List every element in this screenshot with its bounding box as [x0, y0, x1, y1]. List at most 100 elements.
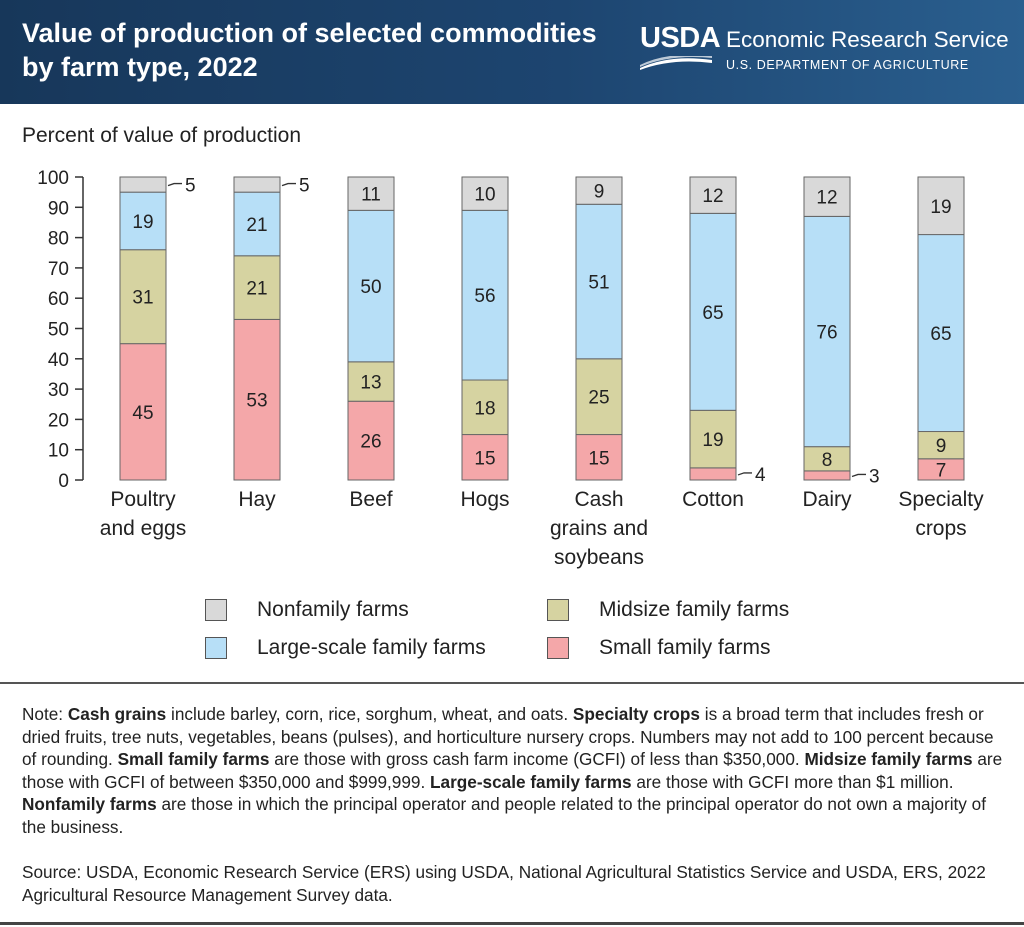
- data-label-5-3: 12: [702, 186, 723, 207]
- bar-segment-6-1: [803, 446, 851, 472]
- legend-swatch-large-scale: [205, 637, 227, 659]
- legend-item-small: Small family farms: [547, 636, 771, 660]
- data-label-2-0: 26: [360, 432, 381, 453]
- data-label-3-3: 10: [474, 185, 495, 206]
- data-label-0-3: 5: [185, 176, 196, 197]
- x-tick-label-4-2: soybeans: [554, 546, 644, 569]
- bar-segment-5-3: [689, 176, 737, 214]
- x-tick-label-0-1: and eggs: [100, 517, 186, 540]
- bar-segment-5-0: [689, 467, 737, 481]
- leader-line-0-3: [167, 182, 182, 187]
- bar-segment-5-2: [689, 212, 737, 411]
- legend-item-large-scale: Large-scale family farms: [205, 636, 486, 660]
- bar-segment-6-2: [803, 215, 851, 448]
- data-label-3-1: 18: [474, 398, 495, 419]
- data-label-7-1: 9: [936, 436, 947, 457]
- data-label-4-0: 15: [588, 448, 609, 469]
- data-label-2-2: 50: [360, 277, 381, 298]
- y-tick-label-70: 70: [48, 259, 69, 280]
- note-text-small: are those with gross cash farm income (G…: [269, 749, 805, 770]
- note-term-large: Large-scale family farms: [430, 771, 632, 792]
- x-tick-label-4-0: Cash: [574, 488, 623, 511]
- y-tick-label-80: 80: [48, 229, 69, 250]
- chart-source: Source: USDA, Economic Research Service …: [22, 862, 986, 905]
- x-tick-label-1-0: Hay: [238, 488, 276, 511]
- y-tick-label-0: 0: [58, 471, 69, 492]
- legend-label-midsize: Midsize family farms: [599, 598, 790, 621]
- data-label-1-0: 53: [246, 391, 267, 412]
- data-label-6-2: 76: [816, 323, 837, 344]
- legend-label-nonfamily: Nonfamily farms: [257, 598, 409, 621]
- bar-segment-4-1: [575, 358, 623, 436]
- data-label-4-2: 51: [588, 273, 609, 294]
- y-tick-label-50: 50: [48, 320, 69, 341]
- note-text-midsize: are those with GCFI of between $350,000 …: [22, 749, 1003, 792]
- chart-note: Note: Cash grains include barley, corn, …: [22, 703, 1012, 839]
- legend-swatch-nonfamily: [205, 599, 227, 621]
- legend-swatch-midsize: [547, 599, 569, 621]
- bar-segment-3-3: [461, 176, 509, 211]
- bar-segment-7-3: [917, 176, 965, 236]
- x-tick-label-3-0: Hogs: [460, 488, 509, 511]
- bar-segment-4-3: [575, 176, 623, 205]
- note-term-specialty: Specialty crops: [572, 704, 700, 724]
- leader-line-5-0: [737, 472, 752, 476]
- data-label-6-0: 3: [869, 466, 880, 487]
- bar-segment-7-2: [917, 234, 965, 433]
- bar-segment-2-0: [347, 400, 395, 481]
- bar-segment-6-3: [803, 176, 851, 217]
- data-label-2-1: 13: [360, 373, 381, 394]
- usda-logo-text: USDA: [640, 22, 721, 54]
- bar-segment-0-0: [119, 343, 167, 481]
- x-tick-label-2-0: Beef: [349, 488, 392, 511]
- bar-segment-1-1: [233, 255, 281, 320]
- note-text-cash-grains: include barley, corn, rice, sorghum, whe…: [166, 704, 573, 724]
- data-label-3-0: 15: [474, 448, 495, 469]
- y-tick-label-100: 100: [37, 168, 69, 189]
- bar-segment-1-3: [233, 176, 281, 193]
- bar-segment-4-0: [575, 434, 623, 481]
- x-tick-label-6-0: Dairy: [802, 488, 852, 511]
- header-banner: Value of production of selected commodit…: [0, 0, 1024, 104]
- data-label-7-2: 65: [930, 324, 951, 345]
- y-axis-label: Percent of value of production: [22, 124, 302, 147]
- bar-segment-3-0: [461, 434, 509, 481]
- legend-label-large-scale: Large-scale family farms: [257, 636, 486, 659]
- leader-line-1-3: [281, 182, 296, 187]
- bar-segment-6-0: [803, 470, 851, 481]
- data-label-4-3: 9: [594, 182, 605, 203]
- note-term-nonfamily: Nonfamily farms: [22, 794, 157, 815]
- data-label-2-3: 11: [361, 185, 381, 206]
- bar-segment-3-1: [461, 379, 509, 436]
- data-label-7-3: 19: [930, 197, 951, 218]
- bar-segment-5-1: [689, 409, 737, 469]
- y-tick-label-40: 40: [48, 350, 69, 371]
- bar-segment-2-1: [347, 361, 395, 402]
- note-text-specialty: is a broad term that includes fresh or d…: [22, 704, 994, 770]
- bar-segment-3-2: [461, 209, 509, 381]
- bar-segment-2-3: [347, 176, 395, 211]
- data-label-3-2: 56: [474, 286, 495, 307]
- x-tick-label-7-1: crops: [915, 517, 966, 540]
- title-line-1: Value of production of selected commodit…: [22, 18, 597, 48]
- data-label-6-3: 12: [816, 188, 837, 209]
- x-tick-label-5-0: Cotton: [682, 488, 744, 511]
- bar-segment-7-1: [917, 431, 965, 460]
- legend-item-midsize: Midsize family farms: [547, 598, 789, 622]
- note-text-large: are those with GCFI more than $1 million…: [631, 771, 954, 792]
- y-tick-label-30: 30: [48, 380, 69, 401]
- agency-name: Economic Research Service: [726, 27, 1009, 52]
- data-label-1-2: 21: [246, 215, 267, 236]
- note-prefix: Note:: [22, 704, 68, 724]
- data-label-7-0: 7: [936, 460, 947, 481]
- usda-swoosh-icon: [640, 56, 712, 70]
- data-label-0-0: 45: [132, 403, 153, 424]
- stacked-bar-chart: 01020304050607080901004531195Poultryand …: [37, 168, 984, 569]
- x-tick-label-4-1: grains and: [550, 517, 648, 540]
- bar-segment-4-2: [575, 203, 623, 360]
- note-text-nonfamily: are those in which the principal operato…: [22, 794, 986, 837]
- note-term-midsize: Midsize family farms: [804, 749, 973, 770]
- y-tick-label-90: 90: [48, 198, 69, 219]
- y-tick-label-20: 20: [48, 410, 69, 431]
- legend: Nonfamily farms Midsize family farms Lar…: [0, 590, 1024, 670]
